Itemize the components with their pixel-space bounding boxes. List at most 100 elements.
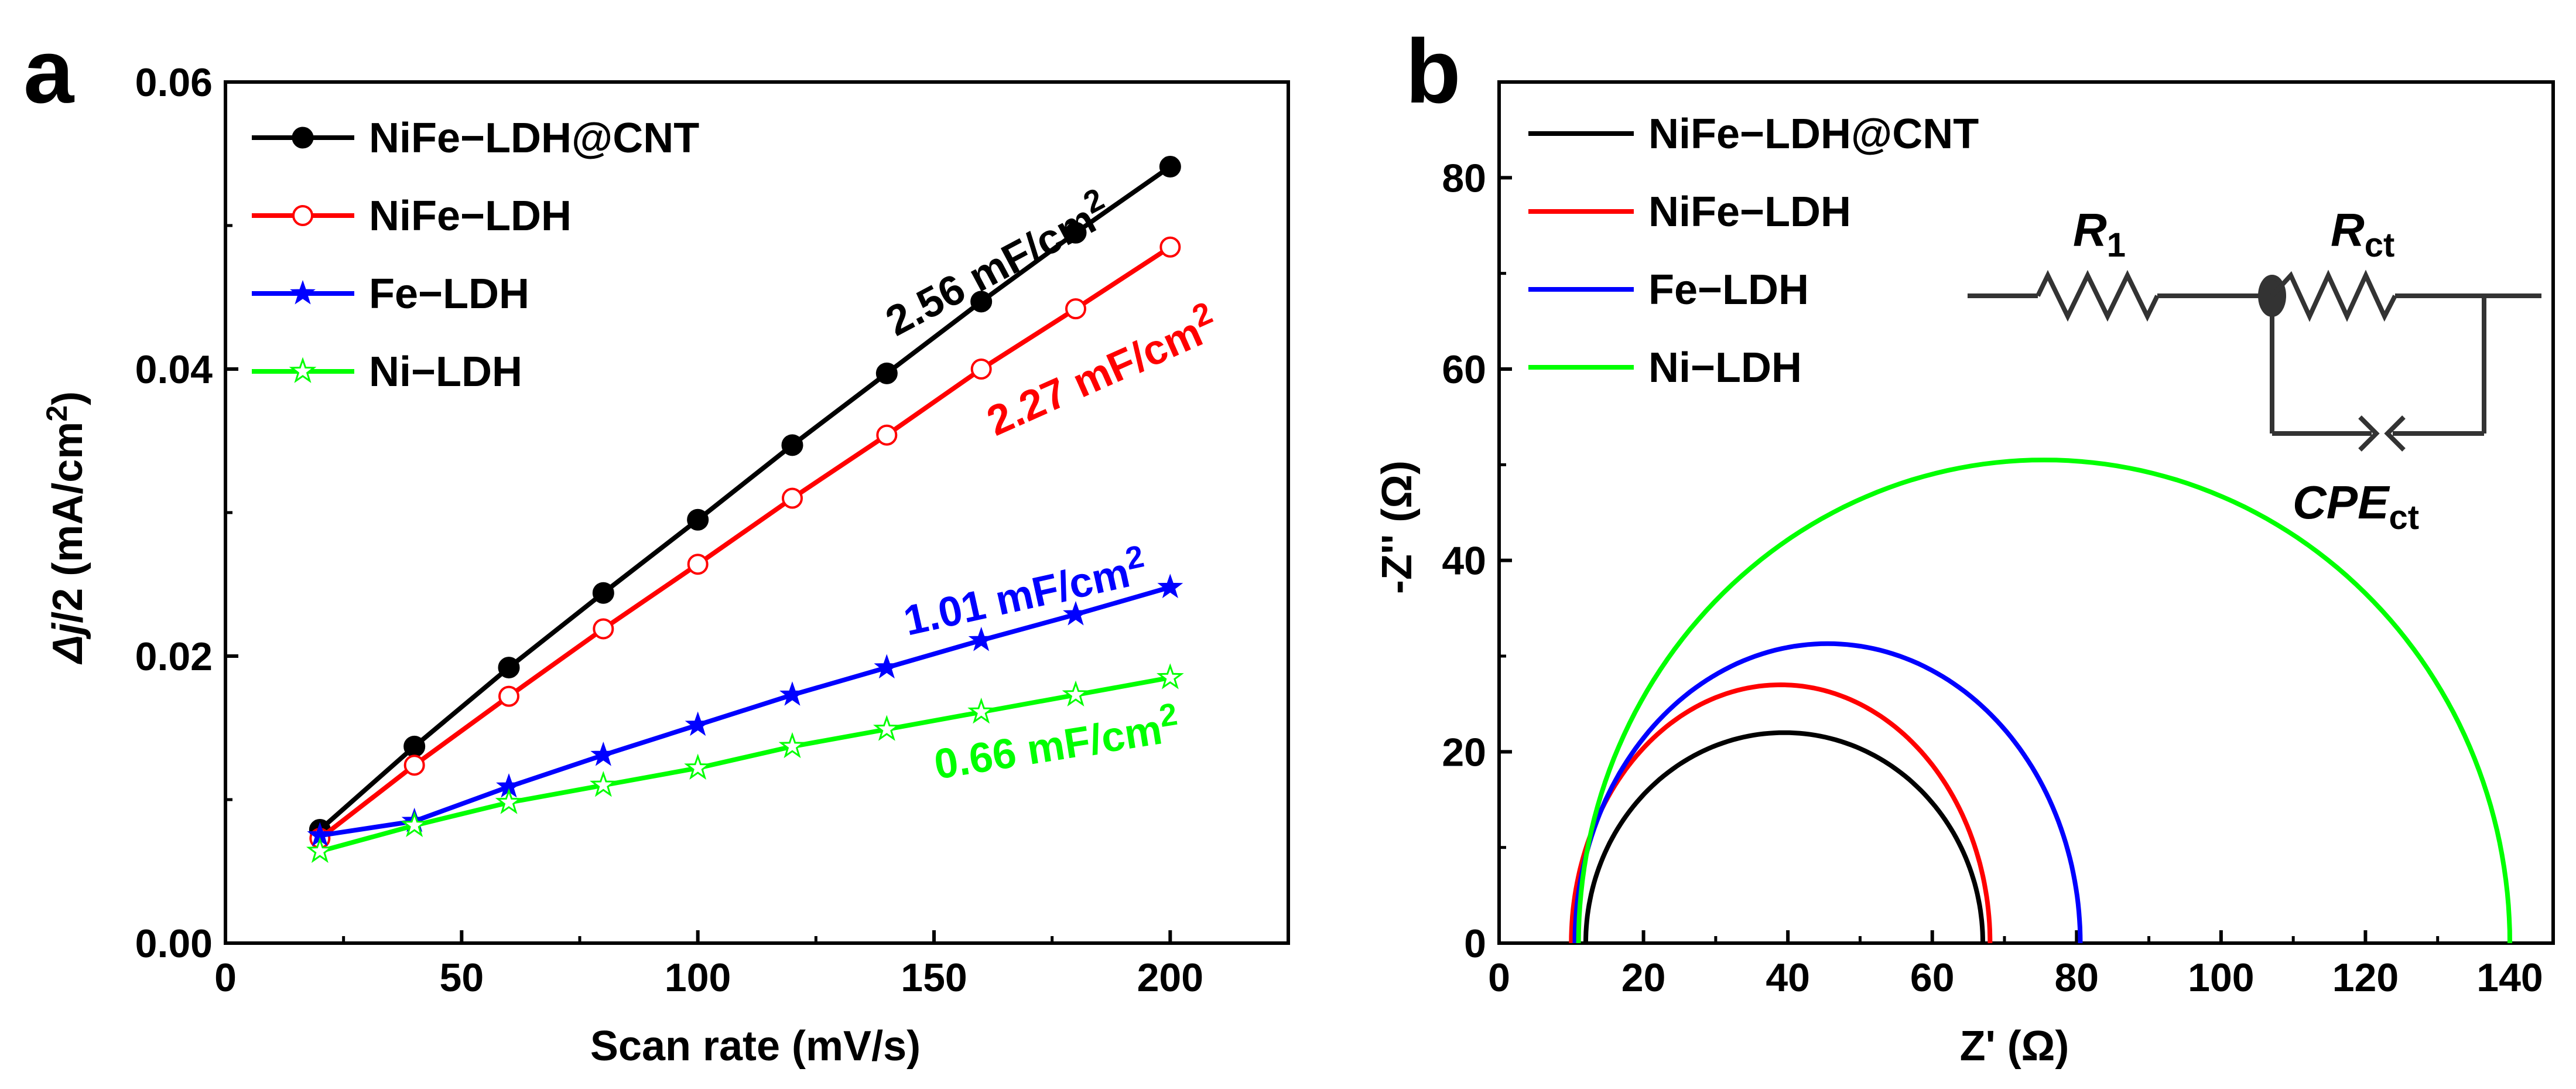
chart-a-x-tick-label: 150	[901, 955, 967, 1000]
chart-a-data-point	[778, 732, 806, 759]
chart-a-data-point	[403, 755, 425, 776]
chart-a-data-point	[1063, 600, 1089, 626]
chart-b-x-tick-label: 0	[1488, 955, 1510, 1000]
chart-a-series-3	[306, 663, 1184, 863]
chart-a-x-tick-label: 200	[1137, 955, 1203, 1000]
chart-a-legend-label: NiFe−LDH	[369, 193, 572, 240]
chart-a-data-point	[687, 508, 709, 531]
chart-a-data-point	[589, 770, 617, 797]
chart-a-y-axis-title-sup: 2	[40, 405, 73, 422]
chart-a-data-point	[687, 554, 709, 575]
chart-b-plot-frame	[1497, 80, 2555, 945]
chart-a-legend: NiFe−LDH@CNT NiFe−LDH Fe−LDH Ni−LDH	[252, 115, 699, 395]
chart-a-series-line	[319, 675, 1171, 854]
chart-a-legend-marker	[290, 279, 316, 305]
chart-a-series-2	[307, 573, 1183, 846]
chart-a-legend-marker	[292, 205, 313, 226]
chart-a-data-point	[1156, 663, 1184, 689]
chart-a-data-point	[306, 837, 334, 863]
chart-a-data-point	[1062, 680, 1090, 706]
chart-a-y-axis-title-delta: Δj	[45, 622, 91, 665]
chart-a-x-tick-label: 100	[665, 955, 731, 1000]
chart-a-series-0	[309, 156, 1181, 841]
chart-b-x-tick-label: 40	[1766, 955, 1810, 1000]
equivalent-circuit	[1968, 269, 2541, 452]
chart-a-data-point	[779, 681, 805, 706]
chart-b-series-arc	[1572, 641, 2083, 944]
chart-a-y-tick-label: 0.04	[135, 347, 213, 392]
chart-b-y-tick-label: 0	[1464, 921, 1486, 966]
chart-b-legend-label: NiFe−LDH@CNT	[1648, 111, 1979, 158]
chart-a-data-point	[970, 359, 992, 380]
chart-a-legend-label: NiFe−LDH@CNT	[369, 115, 699, 162]
chart-a-data-point	[684, 753, 712, 780]
chart-b-legend-label: NiFe−LDH	[1648, 189, 1851, 235]
chart-a-slope-label: 0.66 mF/cm2	[930, 697, 1182, 788]
chart-b-x-tick-label: 60	[1910, 955, 1955, 1000]
chart-b-x-tick-label: 20	[1621, 955, 1666, 1000]
chart-a-data-point	[876, 424, 898, 446]
chart-a-data-point	[685, 711, 711, 736]
chart-b-y-tick-label: 60	[1442, 347, 1486, 392]
chart-a-slope-label: 2.27 mF/cm2	[977, 295, 1225, 445]
chart-b-y-axis-title: -Z'' (Ω)	[1374, 460, 1421, 594]
chart-a-data-point	[873, 715, 901, 741]
chart-a-data-point	[968, 626, 994, 651]
chart-a-y-axis-title-rest: /2 (mA/cm	[45, 422, 91, 623]
chart-a-data-point	[498, 685, 519, 707]
chart-a-data-point	[403, 735, 426, 757]
chart-a-y-tick-label: 0.02	[135, 634, 213, 679]
circuit-cpe-plate	[2384, 415, 2406, 452]
circuit-label-rct: Rct	[2331, 204, 2394, 264]
chart-a-data-point	[498, 657, 520, 679]
chart-a-data-point	[967, 697, 995, 724]
chart-a-data-point	[1159, 156, 1181, 178]
chart-a-data-point	[1065, 298, 1086, 320]
circuit-resistor-rct	[2270, 269, 2397, 322]
chart-a-series-line	[319, 585, 1171, 838]
chart-a-data-point	[495, 788, 523, 814]
chart-a-data-point	[1065, 221, 1087, 244]
chart-a-y-tick-label: 0.06	[135, 60, 213, 105]
chart-a-y-axis-title-end: )	[45, 391, 91, 405]
chart-a-x-tick-label: 0	[214, 955, 237, 1000]
chart-a-slope-label: 2.56 mF/cm2	[875, 182, 1118, 345]
chart-a-data-point	[781, 434, 803, 456]
chart-a-legend-label: Ni−LDH	[369, 349, 522, 395]
panel-a-label: a	[23, 21, 75, 122]
chart-a-data-point	[401, 811, 429, 838]
chart-a-data-point	[970, 291, 993, 313]
chart-b-y-tick-label: 40	[1442, 539, 1486, 583]
circuit-resistor-r1	[2036, 269, 2160, 322]
chart-a-data-point	[1159, 236, 1181, 258]
chart-a-x-tick-label: 50	[440, 955, 484, 1000]
chart-a-y-tick-label: 0.00	[135, 921, 213, 966]
chart-b-series-arc	[1583, 730, 1985, 944]
chart-a-cv-capacitance: 0 50 100 150 200 0.00 0.02 0.04 0.06 2.56 mF/cm22…	[135, 60, 1290, 1000]
chart-b-x-tick-label: 140	[2476, 955, 2543, 1000]
chart-a-data-point	[590, 741, 617, 766]
chart-b-legend-label: Ni−LDH	[1648, 344, 1802, 391]
circuit-cpe-plate	[2358, 415, 2380, 452]
chart-b-x-tick-label: 80	[2054, 955, 2099, 1000]
chart-a-y-axis-title: Δj/2 (mA/cm2)	[40, 391, 91, 665]
chart-a-series-line	[318, 245, 1172, 841]
chart-b-y-tick-label: 20	[1442, 730, 1486, 774]
chart-b-legend-label: Fe−LDH	[1648, 267, 1809, 313]
chart-a-legend-marker	[292, 127, 314, 149]
chart-b-series-arc	[1569, 682, 1993, 944]
chart-a-data-point	[874, 654, 900, 679]
chart-b-x-tick-label: 120	[2332, 955, 2399, 1000]
chart-a-data-point	[1157, 573, 1183, 599]
chart-a-legend-marker	[289, 357, 317, 383]
chart-a-data-point	[592, 582, 614, 604]
chart-b-legend: NiFe−LDH@CNT NiFe−LDH Fe−LDH Ni−LDH	[1528, 111, 1979, 391]
chart-b-x-tick-label: 100	[2188, 955, 2254, 1000]
chart-a-legend-label: Fe−LDH	[369, 271, 529, 318]
panel-b-label: b	[1405, 21, 1461, 122]
chart-a-data-point	[593, 618, 614, 640]
chart-b-series-arc	[1576, 458, 2512, 944]
circuit-label-cpe: CPEct	[2293, 476, 2419, 537]
chart-b-nyquist: 0 20 40 60 80 100 120 140020406080NiFe−LDH@CNTN…	[1442, 80, 2555, 1000]
